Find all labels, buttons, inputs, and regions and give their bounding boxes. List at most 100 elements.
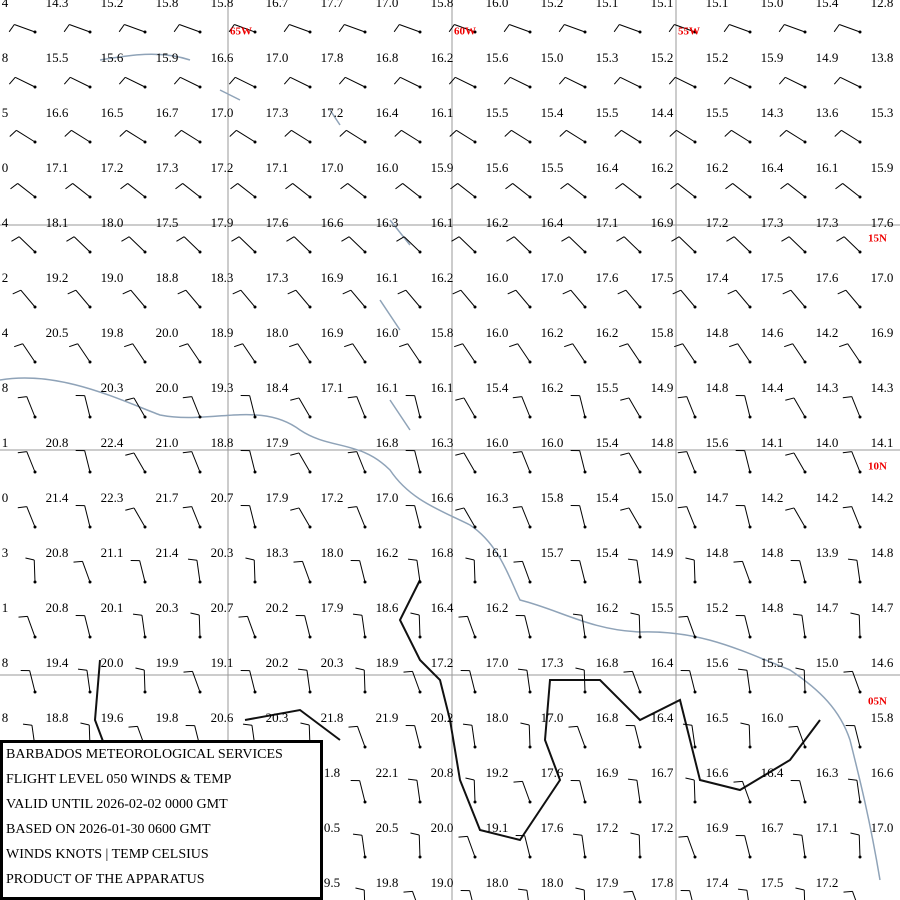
barb-staff	[191, 451, 201, 473]
temperature: 17.3	[156, 160, 179, 175]
barb-flag	[682, 723, 692, 726]
barb-staff	[473, 559, 476, 583]
temperature: 16.1	[376, 270, 399, 285]
barb-flag	[835, 183, 843, 190]
barb-flag	[407, 778, 417, 781]
temperature: 16.8	[376, 435, 399, 450]
barb-flag	[843, 670, 853, 673]
temperature: 17.2	[321, 105, 344, 120]
temperature: 15.2	[706, 50, 729, 65]
barb-staff	[682, 343, 696, 363]
temperature: 17.9	[266, 490, 289, 505]
barb-flag	[341, 236, 350, 242]
barb-staff	[400, 76, 421, 88]
temperature: 20.5	[46, 325, 69, 340]
barb-staff	[414, 505, 421, 528]
temperature: 20.0	[431, 820, 454, 835]
barb-staff	[858, 614, 861, 638]
barb-flag	[517, 668, 527, 671]
temperature: 14.7	[706, 490, 729, 505]
barb-staff	[784, 24, 806, 33]
temperature: 17.5	[651, 270, 674, 285]
barb-flag	[623, 890, 633, 893]
barb-staff	[511, 129, 531, 143]
temperature: 21.1	[101, 545, 124, 560]
barb-flag	[176, 236, 185, 242]
temperature: 20.1	[101, 600, 124, 615]
barb-staff	[405, 289, 421, 308]
barb-staff	[71, 129, 91, 143]
barb-flag	[355, 887, 365, 891]
barb-staff	[788, 236, 806, 253]
barb-staff	[566, 129, 586, 143]
barb-staff	[414, 725, 421, 748]
temperature: 8	[2, 710, 9, 725]
barb-staff	[348, 236, 366, 253]
barb-staff	[306, 670, 311, 693]
barb-staff	[579, 505, 586, 528]
barb-staff	[75, 289, 91, 308]
temperature: 17.6	[596, 270, 619, 285]
barb-staff	[133, 507, 146, 528]
barb-flag	[564, 343, 573, 348]
barb-staff	[289, 24, 311, 33]
barb-flag	[669, 129, 677, 137]
barb-flag	[795, 667, 805, 671]
barb-flag	[410, 832, 420, 836]
temperature: 16.1	[431, 105, 454, 120]
temperature: 0	[2, 160, 9, 175]
temperature: 14.8	[706, 545, 729, 560]
barb-staff	[467, 836, 476, 858]
barb-staff	[15, 76, 36, 88]
barb-staff	[473, 779, 476, 803]
barb-flag	[726, 236, 735, 242]
temperature: 15.2	[101, 0, 124, 10]
barb-staff	[676, 129, 696, 143]
barb-staff	[27, 616, 36, 638]
barb-flag	[399, 343, 408, 348]
barb-staff	[298, 397, 311, 418]
barb-flag	[725, 183, 733, 190]
barb-staff	[290, 76, 311, 88]
barb-flag	[785, 397, 795, 401]
barb-flag	[616, 236, 625, 242]
barb-flag	[617, 289, 627, 295]
temperature: 19.1	[486, 820, 509, 835]
barb-staff	[33, 559, 36, 583]
barb-staff	[17, 183, 36, 198]
temperature: 15.3	[871, 105, 894, 120]
barb-staff	[187, 343, 201, 363]
barb-staff	[570, 289, 586, 308]
temperature: 18.3	[266, 545, 289, 560]
barb-staff	[746, 890, 749, 900]
barb-flag	[355, 667, 365, 671]
barb-flag	[782, 289, 792, 295]
barb-flag	[833, 77, 841, 85]
temperature: 15.7	[541, 545, 564, 560]
temperature: 16.7	[266, 0, 289, 10]
barb-staff	[856, 560, 861, 583]
temperature: 15.5	[541, 160, 564, 175]
barb-flag	[229, 129, 237, 137]
barb-staff	[799, 780, 806, 803]
barb-staff	[689, 890, 693, 900]
barb-flag	[118, 24, 125, 33]
barb-flag	[190, 612, 200, 616]
barb-flag	[231, 236, 240, 242]
temperature: 20.3	[266, 710, 289, 725]
barb-staff	[803, 669, 806, 693]
temperature: 8	[2, 50, 9, 65]
barb-staff	[363, 889, 366, 900]
temperature: 1.8	[324, 765, 340, 780]
temperature: 17.7	[321, 0, 344, 10]
barb-staff	[686, 396, 696, 418]
barb-staff	[192, 671, 201, 693]
barb-staff	[16, 129, 36, 143]
barb-staff	[687, 616, 696, 638]
temperature: 14.8	[651, 435, 674, 450]
temperature: 4	[2, 0, 9, 10]
barb-flag	[568, 725, 578, 728]
barb-staff	[622, 183, 641, 198]
barb-staff	[456, 129, 476, 143]
